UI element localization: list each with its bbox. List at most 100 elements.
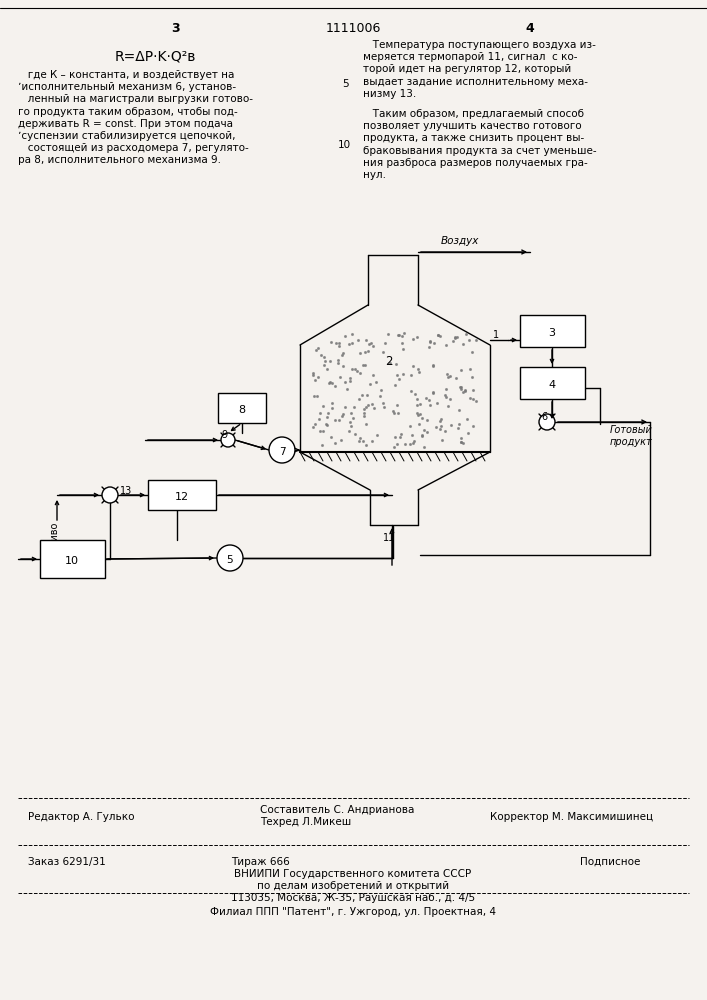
Text: Таким образом, предлагаемый способ: Таким образом, предлагаемый способ xyxy=(363,109,584,119)
Point xyxy=(322,361,333,377)
Point xyxy=(367,433,378,449)
Point xyxy=(317,398,328,414)
Point xyxy=(312,369,324,385)
Point xyxy=(440,387,451,403)
Point xyxy=(427,357,438,373)
Point xyxy=(371,427,382,443)
Point xyxy=(440,389,452,405)
Point xyxy=(406,427,417,443)
Point xyxy=(385,355,396,371)
Point xyxy=(359,344,370,360)
Point xyxy=(392,405,404,421)
Point xyxy=(319,357,330,373)
Point xyxy=(360,399,371,415)
Point xyxy=(416,428,427,444)
Point xyxy=(312,340,323,356)
Point xyxy=(314,405,325,421)
Point xyxy=(339,399,350,415)
Point xyxy=(408,433,419,449)
Text: ʼисполнительный механизм 6, установ-: ʼисполнительный механизм 6, установ- xyxy=(18,82,236,92)
Text: 10: 10 xyxy=(65,556,79,566)
Point xyxy=(321,417,332,433)
Circle shape xyxy=(539,414,555,430)
Text: позволяет улучшить качество готового: позволяет улучшить качество готового xyxy=(363,121,582,131)
Text: 113035, Москва, Ж-35, Раушская наб., д. 4/5: 113035, Москва, Ж-35, Раушская наб., д. … xyxy=(231,893,475,903)
Text: 5: 5 xyxy=(342,79,349,89)
Point xyxy=(366,335,377,351)
Point xyxy=(462,425,474,441)
Circle shape xyxy=(269,437,295,463)
Point xyxy=(464,361,475,377)
Point xyxy=(432,395,443,411)
Point xyxy=(361,387,373,403)
Text: нул.: нул. xyxy=(363,170,386,180)
Point xyxy=(448,333,459,349)
Point xyxy=(333,335,344,351)
Point xyxy=(325,374,336,390)
Text: торой идет на регулятор 12, который: торой идет на регулятор 12, который xyxy=(363,64,571,74)
Point xyxy=(404,418,416,434)
Point xyxy=(412,407,423,423)
Point xyxy=(346,405,357,421)
Text: 3: 3 xyxy=(172,22,180,35)
Point xyxy=(418,422,429,438)
Text: Техред Л.Микеш: Техред Л.Микеш xyxy=(260,817,351,827)
Point xyxy=(455,379,467,395)
Point xyxy=(337,408,348,424)
Bar xyxy=(40,540,105,578)
Point xyxy=(470,393,481,409)
Point xyxy=(310,342,322,358)
Point xyxy=(428,384,439,400)
Point xyxy=(456,434,467,450)
Point xyxy=(395,426,407,442)
Point xyxy=(467,382,479,398)
Point xyxy=(470,332,481,348)
Point xyxy=(413,416,424,432)
Point xyxy=(434,421,445,437)
Point xyxy=(344,373,356,389)
Point xyxy=(467,391,479,407)
Point xyxy=(355,430,366,446)
Point xyxy=(355,345,366,361)
Point xyxy=(397,341,409,357)
Text: Заказ 6291/31: Заказ 6291/31 xyxy=(28,857,106,867)
Point xyxy=(346,326,358,342)
Point xyxy=(332,352,344,368)
Point xyxy=(427,358,438,374)
Point xyxy=(326,375,337,391)
Point xyxy=(452,420,463,436)
Circle shape xyxy=(217,545,243,571)
Point xyxy=(351,363,363,379)
Text: Температура поступающего воздуха из-: Температура поступающего воздуха из- xyxy=(363,40,596,50)
Point xyxy=(314,423,325,439)
Point xyxy=(348,399,359,415)
Text: 1: 1 xyxy=(493,330,499,340)
Text: R=ΔP·K·Q²в: R=ΔP·K·Q²в xyxy=(115,50,196,64)
Point xyxy=(313,411,325,427)
Point xyxy=(316,437,327,453)
Point xyxy=(360,357,371,373)
Point xyxy=(399,436,411,452)
Point xyxy=(421,412,433,428)
Point xyxy=(361,416,372,432)
Point xyxy=(344,336,355,352)
Point xyxy=(358,405,369,421)
Point xyxy=(414,396,426,412)
Point xyxy=(315,347,326,363)
Point xyxy=(407,331,419,347)
Point xyxy=(404,436,416,452)
Text: 2: 2 xyxy=(385,355,392,368)
Text: ния разброса размеров получаемых гра-: ния разброса размеров получаемых гра- xyxy=(363,158,588,168)
Point xyxy=(341,381,353,397)
Text: 11: 11 xyxy=(383,533,395,543)
Point xyxy=(455,430,466,446)
Text: 5: 5 xyxy=(227,555,233,565)
Point xyxy=(337,347,348,363)
Point xyxy=(308,367,319,383)
Point xyxy=(449,329,460,345)
Point xyxy=(389,377,400,393)
Point xyxy=(325,429,337,445)
Text: ленный на магистрали выгрузки готово-: ленный на магистрали выгрузки готово- xyxy=(18,94,253,104)
Point xyxy=(368,338,379,354)
Text: ВНИИПИ Государственного комитета СССР: ВНИИПИ Государственного комитета СССР xyxy=(235,869,472,879)
